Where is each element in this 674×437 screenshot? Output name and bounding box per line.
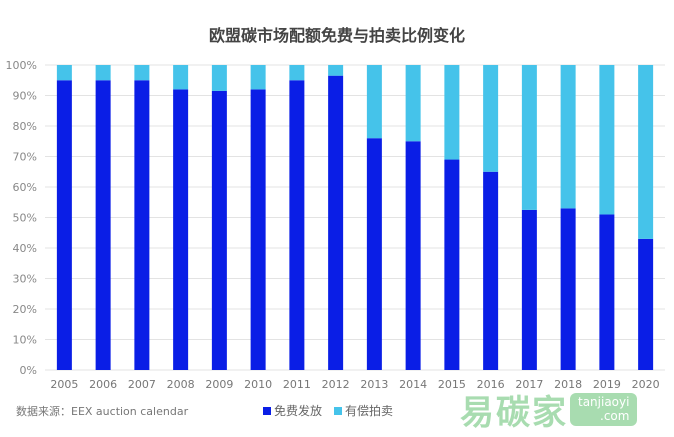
bar-segment: [405, 65, 421, 142]
x-tick-label: 2007: [128, 378, 156, 391]
bar-segment: [599, 214, 615, 370]
y-tick-label: 60%: [13, 181, 37, 194]
bar-segment: [328, 65, 344, 76]
legend-label: 有偿拍卖: [345, 404, 394, 418]
y-tick-label: 0%: [20, 364, 37, 377]
watermark-logo: 易碳家 tanjiaoyi .com: [460, 385, 638, 434]
bar-segment: [638, 65, 654, 239]
bar-segment: [521, 65, 537, 210]
legend-label: 免费发放: [274, 404, 323, 418]
x-tick-label: 2012: [322, 378, 350, 391]
chart-title: 欧盟碳市场配额免费与拍卖比例变化: [208, 26, 465, 45]
logo-text: 易碳家: [460, 393, 568, 433]
legend-item-free: 免费发放: [263, 402, 322, 419]
bar-segment: [289, 80, 305, 370]
y-tick-label: 40%: [13, 242, 37, 255]
bar-segment: [134, 80, 150, 370]
x-tick-label: 2006: [89, 378, 117, 391]
x-tick-label: 2005: [50, 378, 78, 391]
bar-segment: [250, 65, 266, 90]
y-tick-label: 100%: [6, 59, 37, 72]
y-tick-label: 30%: [13, 273, 37, 286]
x-tick-label: 2009: [205, 378, 233, 391]
bar-segment: [405, 141, 421, 370]
bar-segment: [211, 65, 227, 91]
x-tick-label: 2013: [360, 378, 388, 391]
y-tick-label: 20%: [13, 303, 37, 316]
x-tick-label: 2019: [593, 378, 621, 391]
bar-segment: [560, 208, 576, 370]
legend-swatch: [334, 406, 343, 415]
y-tick-label: 10%: [13, 334, 37, 347]
x-tick-label: 2016: [477, 378, 505, 391]
bar-segment: [599, 65, 615, 215]
bar-segment: [560, 65, 576, 209]
y-tick-label: 90%: [13, 90, 37, 103]
logo-site: tanjiaoyi .com: [570, 393, 638, 426]
x-tick-label: 2014: [399, 378, 427, 391]
y-tick-label: 70%: [13, 151, 37, 164]
bar-segment: [444, 65, 460, 160]
x-tick-label: 2020: [632, 378, 660, 391]
x-tick-label: 2018: [554, 378, 582, 391]
x-tick-label: 2010: [244, 378, 272, 391]
bar-segment: [328, 75, 344, 371]
bar-segment: [483, 65, 499, 172]
bar-segment: [521, 209, 537, 370]
x-tick-label: 2015: [438, 378, 466, 391]
bar-segment: [134, 65, 150, 81]
x-tick-label: 2011: [283, 378, 311, 391]
bar-segment: [56, 65, 72, 81]
x-tick-label: 2008: [167, 378, 195, 391]
bar-segment: [483, 171, 499, 370]
x-tick-label: 2017: [515, 378, 543, 391]
legend-swatch: [263, 406, 271, 415]
y-tick-label: 50%: [13, 212, 37, 225]
bar-segment: [56, 80, 72, 370]
y-tick-label: 80%: [13, 120, 37, 133]
bar-segment: [366, 65, 382, 139]
bar-segment: [289, 65, 305, 81]
legend: 免费发放 有偿拍卖: [263, 402, 393, 419]
bar-segment: [638, 238, 654, 370]
bar-segment: [95, 65, 111, 81]
bar-segment: [173, 89, 189, 371]
legend-item-auction: 有偿拍卖: [334, 402, 393, 419]
source-note: 数据来源：EEX auction calendar: [16, 405, 189, 418]
bar-segment: [444, 159, 460, 370]
bar-segment: [250, 89, 266, 371]
bar-segment: [366, 138, 382, 370]
bar-segment: [173, 65, 189, 90]
bar-segment: [211, 90, 227, 371]
bar-segment: [95, 80, 111, 370]
